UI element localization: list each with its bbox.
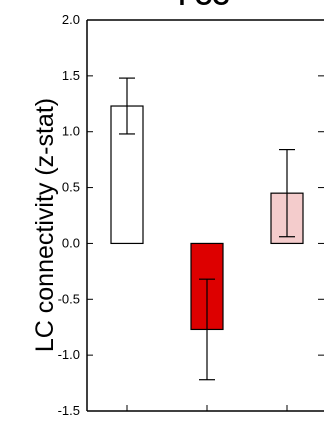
y-tick-label-4: 0.0	[62, 235, 80, 250]
y-tick-label-1: 1.5	[62, 68, 80, 83]
plot-area: 2.0 1.5 1.0 0.5 0.0 -0.5 -1.0 -1.5	[58, 12, 324, 418]
y-tick-label-0: 2.0	[62, 12, 80, 27]
y-tick-label-6: -1.0	[58, 347, 80, 362]
chart-title: PCC	[179, 0, 230, 11]
y-axis-label: LC connectivity (z-stat)	[31, 98, 59, 352]
y-tick-label-7: -1.5	[58, 403, 80, 418]
y-tick-label-2: 1.0	[62, 124, 80, 139]
y-tick-label-5: -0.5	[58, 291, 80, 306]
y-tick-label-3: 0.5	[62, 180, 80, 195]
